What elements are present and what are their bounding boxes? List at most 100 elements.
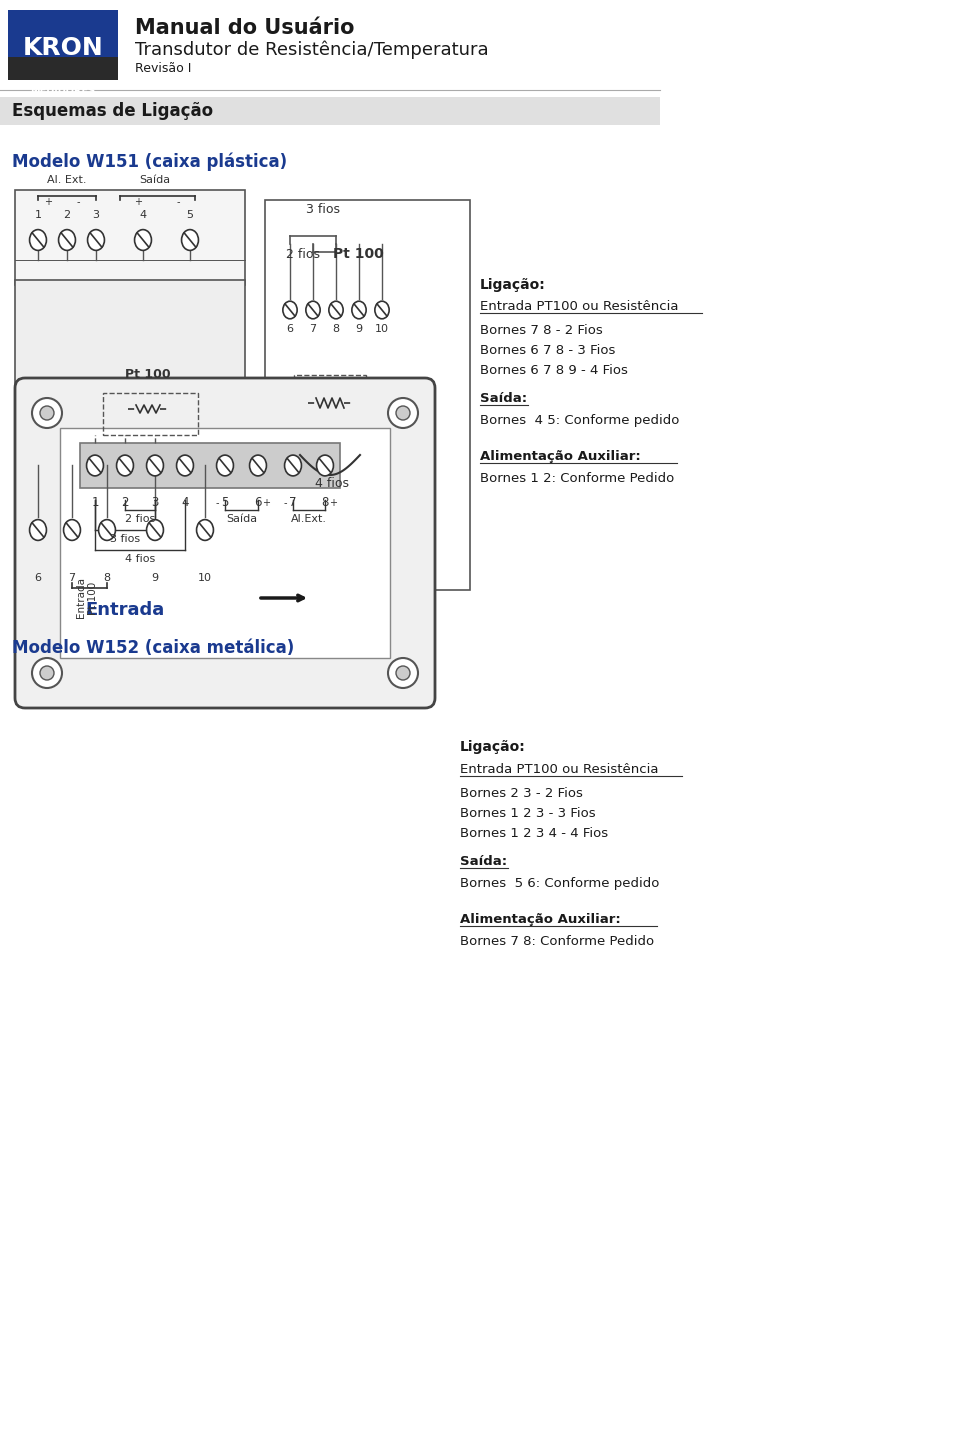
Text: 5: 5 (222, 497, 228, 509)
Text: Al. Ext.: Al. Ext. (47, 175, 86, 185)
Text: 7: 7 (289, 497, 297, 509)
Text: +: + (44, 197, 52, 207)
Ellipse shape (181, 230, 199, 250)
Text: 3: 3 (152, 497, 158, 509)
Circle shape (388, 397, 418, 428)
Text: 1: 1 (35, 210, 41, 220)
Text: KRON: KRON (23, 36, 104, 60)
Text: 4: 4 (139, 210, 147, 220)
Text: Bornes 7 8 - 2 Fios: Bornes 7 8 - 2 Fios (480, 324, 603, 337)
Text: 2 fios: 2 fios (286, 248, 320, 261)
Text: 6: 6 (254, 497, 262, 509)
FancyBboxPatch shape (0, 98, 660, 125)
Text: 8: 8 (332, 324, 340, 334)
FancyBboxPatch shape (15, 189, 245, 286)
Ellipse shape (374, 301, 389, 319)
Text: -: - (76, 197, 80, 207)
Text: Ligação:: Ligação: (480, 278, 545, 291)
FancyBboxPatch shape (265, 199, 470, 590)
Text: 5: 5 (186, 210, 194, 220)
Text: Entrada PT100 ou Resistência: Entrada PT100 ou Resistência (480, 300, 679, 313)
Text: Saída:: Saída: (480, 392, 527, 405)
Ellipse shape (116, 455, 133, 476)
Circle shape (396, 406, 410, 420)
Text: -: - (177, 197, 180, 207)
Text: 8: 8 (104, 573, 110, 583)
Text: 1: 1 (91, 497, 99, 509)
Ellipse shape (30, 519, 46, 541)
Text: Saída:: Saída: (460, 855, 507, 868)
Circle shape (32, 397, 62, 428)
Ellipse shape (250, 455, 267, 476)
Ellipse shape (306, 301, 320, 319)
Ellipse shape (329, 301, 343, 319)
Text: Alimentação Auxiliar:: Alimentação Auxiliar: (480, 451, 640, 464)
Text: 7: 7 (68, 573, 76, 583)
Text: Esquemas de Ligação: Esquemas de Ligação (12, 102, 213, 121)
Ellipse shape (283, 301, 298, 319)
Circle shape (388, 659, 418, 687)
Text: Revisão I: Revisão I (135, 62, 191, 75)
Text: Pt 100: Pt 100 (125, 367, 171, 382)
Circle shape (40, 406, 54, 420)
Text: Entrada
Pt 100: Entrada Pt 100 (76, 577, 98, 618)
Text: Bornes  5 6: Conforme pedido: Bornes 5 6: Conforme pedido (460, 877, 660, 890)
Text: 10: 10 (375, 324, 389, 334)
FancyBboxPatch shape (80, 443, 340, 488)
Text: Entrada PT100 ou Resistência: Entrada PT100 ou Resistência (460, 763, 659, 776)
Text: Modelo W151 (caixa plástica): Modelo W151 (caixa plástica) (12, 152, 287, 171)
Text: 9: 9 (355, 324, 363, 334)
Ellipse shape (99, 519, 115, 541)
Text: Modelo W152 (caixa metálica): Modelo W152 (caixa metálica) (12, 639, 295, 657)
Circle shape (32, 659, 62, 687)
Text: 3: 3 (92, 210, 100, 220)
Ellipse shape (197, 519, 213, 541)
Ellipse shape (317, 455, 333, 476)
Ellipse shape (147, 455, 163, 476)
Text: 3 fios: 3 fios (110, 534, 140, 544)
Text: Pt 100: Pt 100 (332, 247, 383, 261)
FancyBboxPatch shape (60, 428, 390, 659)
Text: Bornes 1 2 3 - 3 Fios: Bornes 1 2 3 - 3 Fios (460, 806, 595, 819)
Text: 9: 9 (152, 573, 158, 583)
Text: MEDIDORES: MEDIDORES (31, 86, 96, 96)
Text: Saída: Saída (226, 514, 257, 524)
FancyBboxPatch shape (15, 280, 245, 465)
Text: Transdutor de Resistência/Temperatura: Transdutor de Resistência/Temperatura (135, 40, 489, 59)
Text: Al.Ext.: Al.Ext. (291, 514, 327, 524)
Text: 6: 6 (286, 324, 294, 334)
Text: 2 fios: 2 fios (125, 514, 156, 524)
Text: Bornes 6 7 8 9 - 4 Fios: Bornes 6 7 8 9 - 4 Fios (480, 364, 628, 377)
Ellipse shape (177, 455, 194, 476)
FancyBboxPatch shape (15, 465, 245, 570)
Text: +: + (329, 498, 337, 508)
Circle shape (396, 666, 410, 680)
Text: +: + (262, 498, 270, 508)
Text: 2: 2 (63, 210, 71, 220)
Text: 4: 4 (181, 497, 189, 509)
FancyBboxPatch shape (8, 57, 118, 62)
Ellipse shape (284, 455, 301, 476)
Ellipse shape (59, 230, 76, 250)
Circle shape (40, 666, 54, 680)
Text: Manual do Usuário: Manual do Usuário (135, 19, 354, 37)
Ellipse shape (217, 455, 233, 476)
Text: Bornes 6 7 8 - 3 Fios: Bornes 6 7 8 - 3 Fios (480, 344, 615, 357)
FancyBboxPatch shape (15, 377, 435, 707)
Text: 3 fios: 3 fios (306, 202, 340, 217)
Text: Bornes 1 2: Conforme Pedido: Bornes 1 2: Conforme Pedido (480, 472, 674, 485)
Text: 8: 8 (322, 497, 328, 509)
Text: Ligação:: Ligação: (460, 740, 526, 753)
Text: Saída: Saída (139, 175, 171, 185)
Text: Alimentação Auxiliar:: Alimentação Auxiliar: (460, 913, 621, 926)
Text: Bornes 2 3 - 2 Fios: Bornes 2 3 - 2 Fios (460, 786, 583, 799)
Ellipse shape (63, 519, 81, 541)
Ellipse shape (87, 230, 105, 250)
Text: Bornes 1 2 3 4 - 4 Fios: Bornes 1 2 3 4 - 4 Fios (460, 827, 608, 839)
Text: Bornes  4 5: Conforme pedido: Bornes 4 5: Conforme pedido (480, 415, 680, 428)
Text: -: - (215, 498, 219, 508)
Ellipse shape (352, 301, 366, 319)
Text: 10: 10 (198, 573, 212, 583)
Text: 7: 7 (309, 324, 317, 334)
Text: 2: 2 (121, 497, 129, 509)
